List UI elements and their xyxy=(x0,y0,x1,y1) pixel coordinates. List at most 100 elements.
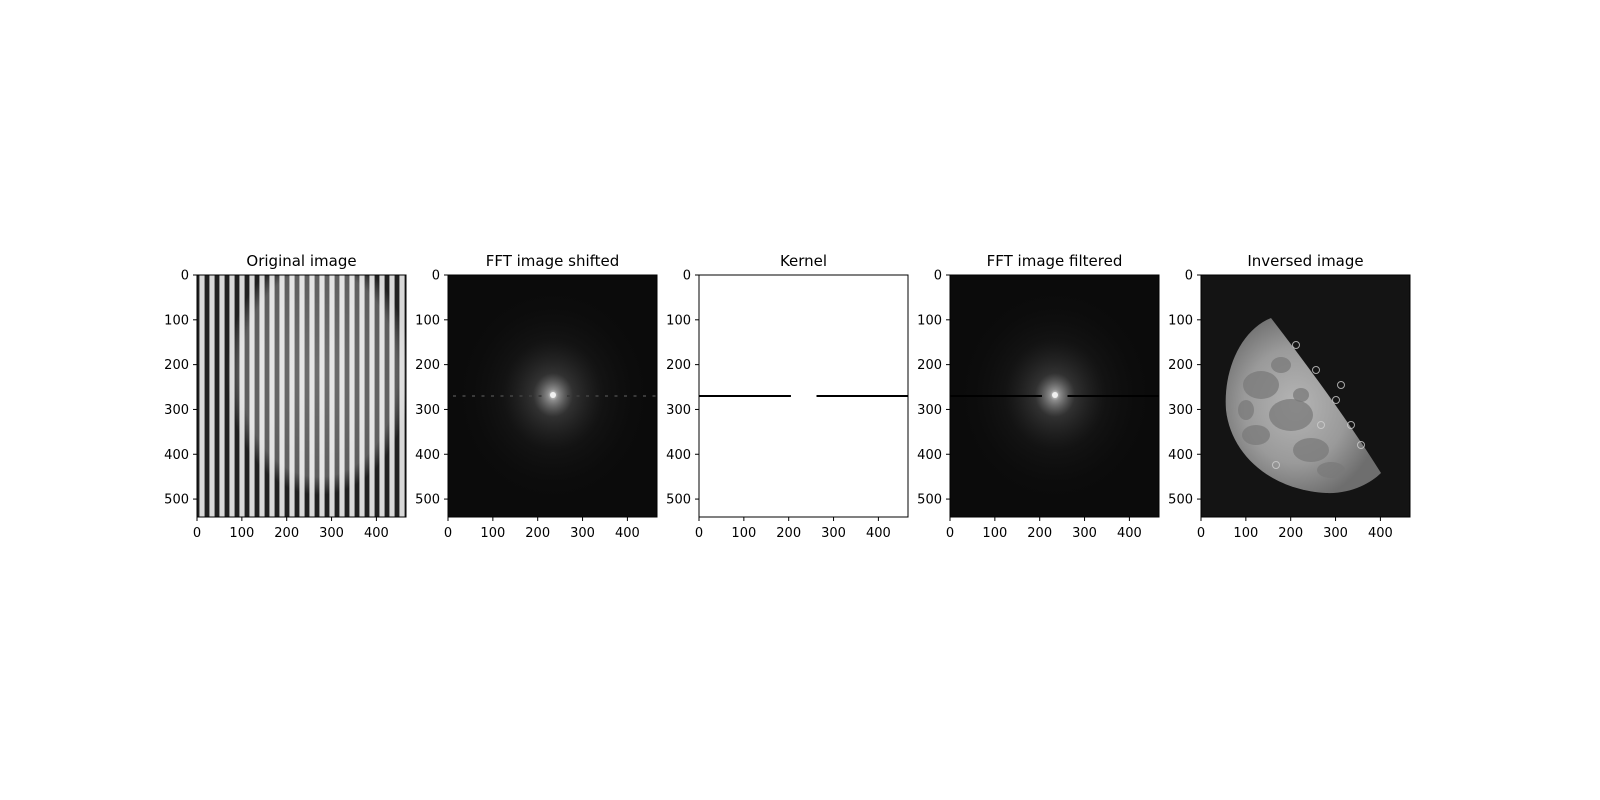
y-tick-label: 400 xyxy=(1168,448,1193,463)
y-tick-label: 100 xyxy=(666,313,691,328)
moon-crater xyxy=(1272,461,1280,469)
axes-frame xyxy=(949,274,1160,518)
x-tick-label: 100 xyxy=(480,526,505,541)
moon-mare xyxy=(1317,462,1345,478)
x-tick-label: 400 xyxy=(1368,526,1393,541)
moon-mare xyxy=(1293,438,1329,462)
moon-mare xyxy=(1238,400,1254,420)
x-tick-label: 0 xyxy=(695,526,703,541)
stripe-frequency-peak xyxy=(624,395,627,397)
y-tick-label: 500 xyxy=(666,493,691,508)
x-tick-label: 200 xyxy=(1278,526,1303,541)
stripe-frequency-peak xyxy=(567,395,570,397)
panel-kernel: Kernel 0 100 200 300 400 0 100 200 300 400 500 xyxy=(666,252,909,541)
stripe-frequency-peak xyxy=(538,395,542,397)
panel-image xyxy=(699,275,908,517)
y-tick-label: 300 xyxy=(666,403,691,418)
dc-component xyxy=(550,392,556,398)
x-tick-label: 400 xyxy=(1117,526,1142,541)
moon-crater xyxy=(1332,396,1340,404)
x-tick-label: 100 xyxy=(229,526,254,541)
stripe-frequency-peak xyxy=(500,395,504,397)
stripe-frequency-peak xyxy=(633,395,637,397)
x-tick-label: 100 xyxy=(1233,526,1258,541)
stripe-frequency-peak xyxy=(576,395,580,397)
x-tick-label: 300 xyxy=(319,526,344,541)
stripe-frequency-peak xyxy=(614,395,618,397)
y-tick-label: 200 xyxy=(164,358,189,373)
y-tick-label: 0 xyxy=(683,269,691,284)
y-tick-label: 300 xyxy=(164,403,189,418)
x-tick-label: 0 xyxy=(1197,526,1205,541)
panel-inversed-image: Inversed image 0 100 200 300 400 0 100 200 300 400… xyxy=(1168,252,1411,541)
stripe-frequency-peak xyxy=(491,395,494,397)
stripe-frequency-peak xyxy=(462,395,466,397)
moon-crater xyxy=(1317,421,1325,429)
x-tick-label: 400 xyxy=(615,526,640,541)
x-tick-label: 300 xyxy=(1072,526,1097,541)
y-tick-label: 200 xyxy=(1168,358,1193,373)
y-tick-label: 400 xyxy=(164,448,189,463)
moon-mare xyxy=(1271,357,1291,373)
x-tick-label: 0 xyxy=(946,526,954,541)
panels-root: Original image 0 100 200 300 400 0 100 200 300 400… xyxy=(164,252,1411,541)
panel-fft-image-filtered: FFT image filtered 0 100 200 300 400 0 100 200 30… xyxy=(917,252,1160,541)
x-tick-label: 400 xyxy=(866,526,891,541)
x-tick-label: 100 xyxy=(982,526,1007,541)
stripe-frequency-peak xyxy=(643,395,646,397)
y-tick-label: 100 xyxy=(164,313,189,328)
x-tick-label: 300 xyxy=(821,526,846,541)
dc-component xyxy=(1052,392,1058,398)
stripe-frequency-peak xyxy=(510,395,513,397)
panel-image xyxy=(950,275,1159,517)
panel-title: Original image xyxy=(246,252,356,270)
y-tick-label: 500 xyxy=(164,493,189,508)
stripe-frequency-peak xyxy=(519,395,523,397)
faint-moon-shape xyxy=(227,275,406,495)
y-tick-label: 200 xyxy=(666,358,691,373)
moon-mare xyxy=(1242,425,1270,445)
panel-image xyxy=(197,275,406,517)
moon-mare xyxy=(1243,371,1279,399)
panel-original-image: Original image 0 100 200 300 400 0 100 200 300 400… xyxy=(164,252,407,541)
y-tick-label: 100 xyxy=(1168,313,1193,328)
filtered-band-right xyxy=(1067,395,1159,397)
x-tick-label: 300 xyxy=(1323,526,1348,541)
y-tick-label: 100 xyxy=(415,313,440,328)
panel-fft-image-shifted: FFT image shifted 0 100 200 300 400 0 100 200 300… xyxy=(415,252,658,541)
stripe-frequency-peak xyxy=(605,395,608,397)
y-tick-label: 500 xyxy=(917,493,942,508)
panel-image xyxy=(448,275,657,517)
y-tick-label: 500 xyxy=(415,493,440,508)
stripe-frequency-peak xyxy=(586,395,589,397)
kernel-stop-band-left xyxy=(699,395,791,397)
panel-image xyxy=(1201,275,1410,517)
x-tick-label: 200 xyxy=(274,526,299,541)
y-tick-label: 0 xyxy=(432,269,440,284)
y-tick-label: 400 xyxy=(917,448,942,463)
y-tick-label: 100 xyxy=(917,313,942,328)
y-tick-label: 300 xyxy=(415,403,440,418)
axes-frame xyxy=(447,274,658,518)
stripe-frequency-peak xyxy=(472,395,475,397)
x-tick-label: 0 xyxy=(444,526,452,541)
stripe-frequency-peak xyxy=(481,395,485,397)
y-tick-label: 0 xyxy=(934,269,942,284)
moon-crater xyxy=(1347,421,1355,429)
panel-title: FFT image shifted xyxy=(486,252,620,270)
y-tick-label: 300 xyxy=(917,403,942,418)
y-tick-label: 0 xyxy=(181,269,189,284)
y-tick-label: 300 xyxy=(1168,403,1193,418)
x-tick-label: 400 xyxy=(364,526,389,541)
moon-crater xyxy=(1357,441,1365,449)
moon-mare xyxy=(1293,388,1309,402)
stripe-frequency-peak xyxy=(529,395,532,397)
axes-frame xyxy=(1200,274,1411,518)
x-tick-label: 200 xyxy=(525,526,550,541)
y-tick-label: 200 xyxy=(415,358,440,373)
x-tick-label: 200 xyxy=(1027,526,1052,541)
axes-frame xyxy=(196,274,407,518)
y-tick-label: 500 xyxy=(1168,493,1193,508)
x-tick-label: 200 xyxy=(776,526,801,541)
